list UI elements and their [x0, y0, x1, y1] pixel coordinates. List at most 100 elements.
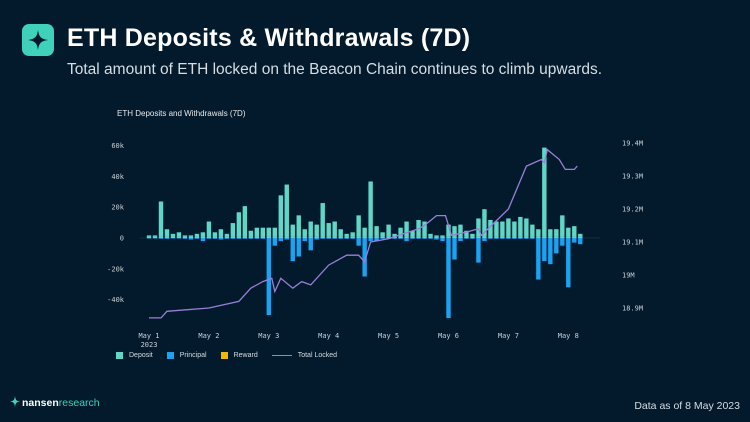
reward-bar	[518, 236, 523, 238]
reward-bar	[290, 236, 295, 238]
deposit-bar	[170, 233, 176, 237]
principal-bar	[188, 238, 194, 240]
deposit-bar	[194, 233, 200, 237]
principal-bar	[290, 238, 295, 262]
reward-bar	[350, 236, 355, 238]
reward-bar	[470, 236, 475, 238]
principal-bar	[332, 238, 337, 239]
legend-reward[interactable]: Reward	[220, 352, 258, 359]
principal-bar	[554, 238, 559, 254]
deposit-bar	[380, 232, 385, 237]
deposit-bar	[500, 221, 505, 237]
reward-bar	[542, 236, 547, 238]
deposit-bar	[434, 235, 439, 237]
legend-total-locked[interactable]: Total Locked	[271, 352, 337, 359]
principal-bar	[200, 238, 206, 242]
deposit-bar	[302, 229, 307, 237]
reward-bar	[500, 236, 505, 238]
deposit-bar	[320, 203, 325, 237]
principal-bar	[164, 238, 170, 239]
reward-bar	[566, 236, 571, 238]
deposit-bar	[308, 221, 313, 237]
deposit-bar	[404, 221, 409, 237]
principal-bar	[350, 238, 355, 239]
reward-bar	[362, 236, 367, 238]
principal-bar	[536, 238, 541, 280]
deposit-bar	[560, 215, 565, 237]
y-right-tick-label: 19.3M	[622, 173, 643, 181]
principal-bar	[236, 238, 242, 239]
reward-bar	[560, 236, 565, 238]
reward-bar	[308, 236, 313, 238]
deposit-bar	[518, 216, 523, 237]
reward-bar	[452, 236, 457, 238]
principal-bar	[362, 238, 367, 277]
deposit-bar	[482, 209, 487, 237]
principal-bar	[380, 238, 385, 239]
y-right-tick-label: 18.9M	[622, 305, 643, 313]
total-locked-swatch	[271, 354, 292, 357]
y-left-tick-label: 0	[120, 235, 124, 243]
deposit-bar	[152, 235, 158, 237]
reward-bar	[524, 236, 529, 238]
deposit-bar	[188, 235, 194, 237]
deposit-bar	[512, 221, 517, 237]
reward-bar	[572, 236, 577, 238]
x-tick-sublabel: 2023	[141, 341, 158, 349]
principal-bar	[314, 238, 319, 240]
principal-bar	[434, 238, 439, 240]
y-right-tick-label: 19.1M	[622, 239, 643, 247]
reward-bar	[386, 236, 391, 238]
deposit-bar	[422, 221, 427, 237]
principal-swatch	[166, 352, 174, 359]
principal-bar	[344, 238, 349, 239]
deposit-bar	[566, 227, 571, 237]
deposit-bar	[506, 218, 511, 237]
principal-bar	[398, 238, 403, 239]
legend-deposit[interactable]: Deposit	[116, 352, 153, 359]
reward-bar	[170, 236, 176, 238]
deposit-bar	[494, 221, 499, 237]
page-title: ETH Deposits & Withdrawals (7D)	[67, 24, 471, 52]
reward-bar	[182, 236, 188, 238]
reward-bar	[554, 236, 559, 238]
reward-bar	[188, 236, 194, 238]
principal-bar	[560, 238, 565, 246]
reward-bar	[176, 236, 182, 238]
principal-bar	[248, 238, 254, 239]
deposit-bar	[554, 229, 559, 237]
reward-bar	[242, 236, 248, 238]
principal-bar	[212, 238, 218, 239]
reward-bar	[320, 236, 325, 238]
principal-bar	[308, 238, 313, 251]
x-tick-label: May 8	[558, 332, 579, 340]
principal-bar	[278, 238, 283, 242]
deposit-bar	[230, 223, 236, 237]
reward-bar	[506, 236, 511, 238]
reward-bar	[254, 236, 260, 238]
deposit-bar	[488, 219, 493, 237]
reward-bar	[266, 236, 271, 238]
principal-bar	[194, 238, 200, 239]
reward-bar	[578, 236, 583, 238]
reward-bar	[512, 236, 517, 238]
reward-bar	[206, 236, 212, 238]
reward-bar	[302, 236, 307, 238]
principal-bar	[260, 238, 266, 239]
legend-principal[interactable]: Principal	[166, 352, 207, 359]
reward-bar	[440, 236, 445, 238]
reward-bar	[410, 236, 415, 238]
reward-bar	[158, 236, 164, 238]
reward-bar	[434, 236, 439, 238]
deposit-bar	[368, 181, 373, 237]
deposit-bar	[458, 224, 463, 237]
reward-bar	[428, 236, 433, 238]
reward-bar	[482, 236, 487, 238]
principal-bar	[218, 238, 224, 240]
reward-bar	[230, 236, 236, 238]
principal-bar	[572, 238, 577, 243]
principal-bar	[284, 238, 289, 240]
deposit-bar	[440, 235, 445, 237]
deposit-bar	[530, 224, 535, 237]
deposit-bar	[410, 230, 415, 237]
